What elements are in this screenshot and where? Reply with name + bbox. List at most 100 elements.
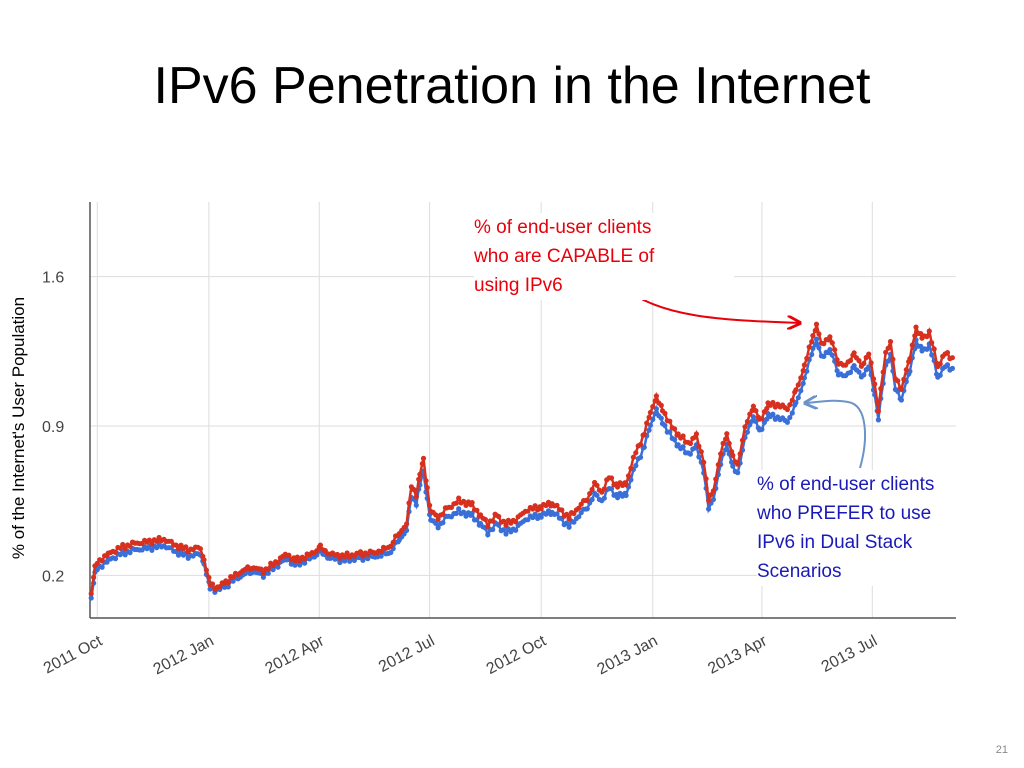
capable-series-point <box>641 431 647 438</box>
prefer-series-point <box>225 584 231 590</box>
prefer-series-point <box>875 417 882 423</box>
capable-series-point <box>810 333 816 339</box>
prefer-series-point <box>723 447 729 453</box>
prefer-series-point <box>885 358 891 364</box>
capable-series-point <box>931 346 937 352</box>
prefer-series-point <box>730 463 736 469</box>
capable-series-point <box>334 551 340 558</box>
series-layer <box>88 321 956 601</box>
prefer-series-point <box>566 524 572 530</box>
capable-series-point <box>929 340 935 346</box>
prefer-series-point <box>485 532 491 538</box>
prefer-series-point <box>949 365 956 371</box>
prefer-series-point <box>413 502 419 508</box>
capable-series-point <box>433 512 439 518</box>
capable-series-point <box>587 491 593 497</box>
capable-series-point <box>698 449 704 455</box>
prefer-series-point <box>564 520 570 526</box>
capable-series-point <box>482 516 488 523</box>
capable-series-point <box>490 518 496 524</box>
page-number: 21 <box>995 744 1008 756</box>
capable-series-point <box>816 331 822 337</box>
capable-series-point <box>744 418 751 425</box>
capable-series-point <box>847 357 854 364</box>
capable-series-point <box>693 431 700 437</box>
prefer-series-point <box>270 567 276 573</box>
capable-series-point <box>672 426 678 432</box>
prefer-series-point <box>918 343 924 349</box>
capable-series-point <box>99 558 105 564</box>
capable-series-point <box>937 361 943 367</box>
capable-series-point <box>416 476 422 482</box>
capable-series-point <box>435 516 441 522</box>
prefer-series-point <box>662 422 668 429</box>
capable-series-point <box>378 548 384 555</box>
capable-annotation: % of end-user clients who are CAPABLE of… <box>474 213 734 300</box>
capable-series-point <box>898 386 905 392</box>
capable-series-point <box>503 522 509 529</box>
prefer-series-point <box>461 509 467 515</box>
prefer-series-point <box>589 496 595 503</box>
capable-series-point <box>625 473 632 479</box>
prefer-series-point <box>929 352 935 358</box>
capable-series-point <box>742 424 748 430</box>
prefer-series-point <box>435 525 441 531</box>
prefer-series-point <box>503 531 509 537</box>
x-tick-label: 2012 Jul <box>376 633 437 676</box>
x-tick-label: 2012 Jan <box>151 633 217 679</box>
capable-series-point <box>759 416 765 422</box>
capable-series-point <box>260 570 266 576</box>
capable-series-point <box>801 362 808 368</box>
capable-series-point <box>554 502 560 508</box>
capable-series-point <box>813 321 820 327</box>
capable-series-point <box>812 327 818 334</box>
capable-series-point <box>718 451 724 457</box>
prefer-series-point <box>490 526 496 533</box>
capable-series-point <box>317 542 323 548</box>
prefer-series-point <box>798 388 804 394</box>
prefer-series-point <box>827 347 833 353</box>
capable-series-point <box>485 523 491 529</box>
capable-series-point <box>687 440 694 447</box>
prefer-series-point <box>795 395 801 401</box>
prefer-series-point <box>770 411 776 417</box>
capable-series-point <box>584 497 590 503</box>
prefer-series-point <box>260 574 266 580</box>
capable-series-point <box>576 505 582 511</box>
prefer-series-point <box>641 444 647 450</box>
capable-series-point <box>209 581 216 587</box>
prefer-annotation-line-1: % of end-user clients <box>757 474 935 495</box>
prefer-series-point <box>944 362 951 368</box>
capable-series-point <box>419 461 425 467</box>
capable-series-point <box>926 328 932 334</box>
prefer-series-point <box>453 510 459 516</box>
x-tick-label: 2011 Oct <box>41 632 106 677</box>
capable-series-point <box>706 497 712 504</box>
prefer-series-point <box>275 564 281 570</box>
capable-series-point <box>703 476 709 482</box>
capable-series-point <box>724 431 730 437</box>
x-tick-label: 2012 Oct <box>484 632 550 678</box>
prefer-series-point <box>117 552 123 558</box>
capable-series-point <box>861 360 867 367</box>
capable-series-point <box>784 406 791 413</box>
capable-series-point <box>423 478 429 484</box>
capable-series-point <box>420 455 427 461</box>
capable-series-point <box>658 402 664 408</box>
prefer-series-point <box>302 560 308 566</box>
capable-series-point <box>644 420 650 426</box>
prefer-series-point <box>594 492 600 498</box>
prefer-series-point <box>789 410 795 416</box>
capable-series-point <box>146 537 152 543</box>
capable-series-point <box>628 465 634 471</box>
prefer-series-point <box>800 380 806 386</box>
capable-series-point <box>827 334 833 340</box>
capable-series-point <box>390 539 396 545</box>
prefer-series-point <box>658 415 664 421</box>
prefer-series-point <box>440 520 446 526</box>
capable-series-point <box>708 492 714 498</box>
prefer-series-point <box>525 517 531 523</box>
capable-series-point <box>638 441 644 448</box>
capable-series-point <box>798 375 804 381</box>
capable-annotation-line-2: who are CAPABLE of <box>474 246 655 267</box>
